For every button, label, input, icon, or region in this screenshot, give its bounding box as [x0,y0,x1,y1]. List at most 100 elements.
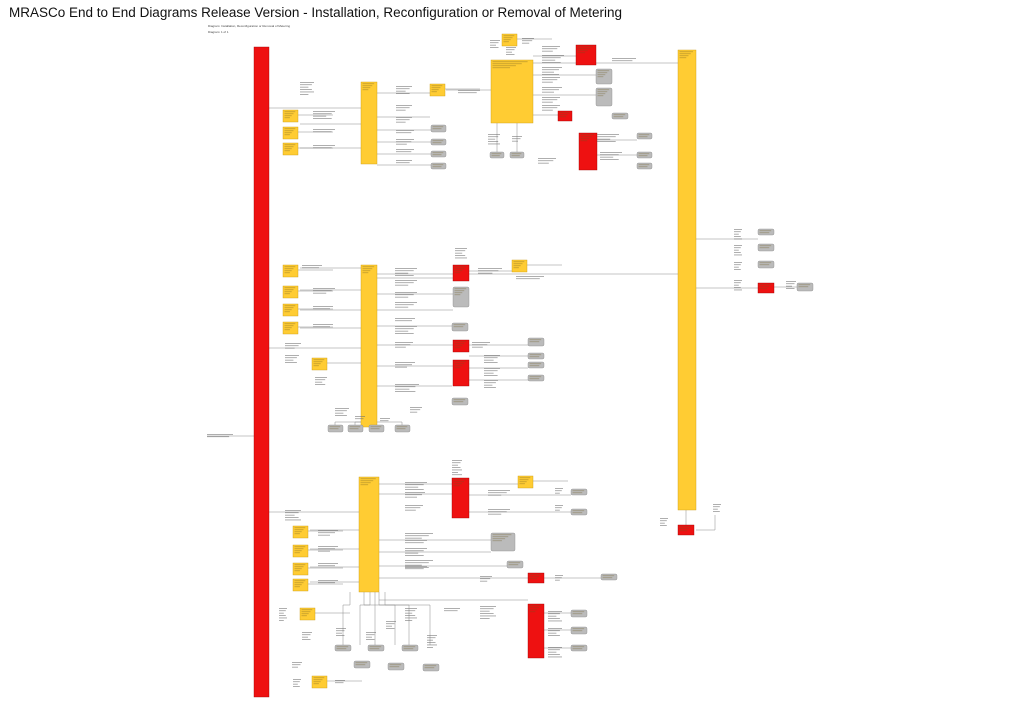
grey-note-box-text [759,232,770,234]
annotation-text [318,582,335,584]
annotation-text [395,282,414,284]
annotation-text [548,647,562,648]
annotation-text [395,302,417,303]
annotation-text [302,632,312,633]
annotation-text [542,48,558,50]
red-process-box [578,132,598,171]
yellow-note-text [294,533,300,535]
annotation-text [395,318,415,319]
yellow-note-text [284,111,296,113]
yellow-note-text [294,586,300,588]
annotation-text [292,666,298,668]
yellow-note-text [284,307,294,309]
yellow-note-text [284,113,294,115]
annotation-text [542,89,559,91]
grey-note-box-text [329,426,341,428]
annotation-text [484,375,498,376]
grey-note-box-text [529,339,542,341]
grey-note-box-text [336,648,347,650]
process-lifeline-middle-text [362,268,373,270]
annotation-text [405,612,413,614]
annotation-text [478,270,499,272]
annotation-text [405,489,424,490]
annotation-text [335,412,344,414]
annotation-text [396,93,410,94]
annotation-text [292,662,302,663]
annotation-text [405,552,419,554]
grey-note-box-text [572,630,583,632]
annotation-text [313,308,330,310]
annotation-text [542,99,558,101]
diagram-title: MRASCo End to End Diagrams Release Versi… [9,5,623,20]
yellow-note-text [513,265,521,267]
annotation-text [313,118,332,119]
central-yellow-block-top-text [492,65,516,67]
annotation-text [279,608,287,609]
annotation-text [472,346,483,348]
annotation-text [512,138,521,140]
grey-note-box-text [432,140,444,142]
annotation-text [395,294,414,296]
grey-note-box [636,132,653,140]
annotation-text [293,679,301,680]
yellow-note-text [294,564,306,566]
grey-note-box-text [602,577,613,579]
annotation-text [395,272,409,274]
annotation-text [488,490,510,491]
annotation-text [405,505,423,506]
annotation-text [548,630,560,632]
grey-note-box [527,361,545,369]
annotation-text [542,97,560,98]
red-process-box-text [577,46,593,48]
grey-note-box-text [454,290,465,292]
yellow-note-text [294,580,306,582]
annotation-text [452,460,462,461]
red-process-box [451,477,470,519]
yellow-note-text [284,148,292,150]
annotation-text [427,637,436,639]
yellow-note-text [284,293,290,295]
annotation-text [396,130,414,131]
annotation-text [480,613,494,614]
annotation-text [734,249,739,251]
annotation-text [405,482,427,483]
annotation-text [490,44,496,46]
annotation-text [405,615,416,616]
annotation-text [734,280,742,281]
annotation-text [405,507,421,509]
red-process-box-text [577,52,586,54]
annotation-text [548,651,557,653]
annotation-text [488,141,499,142]
annotation-text [335,682,344,684]
annotation-text [366,632,376,633]
annotation-text [427,647,433,648]
grey-note-box-text [454,294,461,296]
grey-note-box-text [369,648,380,650]
annotation-text [293,683,298,685]
annotation-text [395,306,409,308]
grey-note-box-text [396,426,408,428]
annotation-text [734,284,739,286]
red-process-box-text [454,347,461,349]
annotation-text [405,550,424,552]
yellow-note-text [284,128,296,130]
grey-note-box-text [597,76,604,78]
annotation-text [302,267,319,269]
annotation-text [395,366,407,368]
annotation-text [522,40,533,42]
grey-note-box-text [349,426,361,428]
annotation-text [734,252,741,253]
annotation-text [555,579,560,581]
annotation-text [396,149,414,150]
yellow-note-text [513,263,523,265]
grey-note-box-text [759,245,772,247]
annotation-text [285,362,297,363]
annotation-text [427,639,433,641]
red-process-box-text [454,363,465,365]
annotation-text [597,141,616,142]
annotation-text [366,639,375,640]
annotation-text [285,514,295,516]
grey-note-box-text [349,428,359,430]
annotation-text [488,513,502,515]
